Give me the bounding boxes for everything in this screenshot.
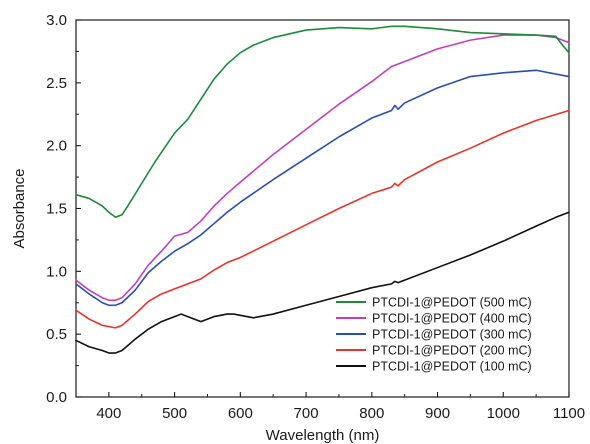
x-tick-label: 1100 — [553, 405, 585, 422]
axes-layer: 400 500 600 700 800 900 1000 1100 0.0 0.5 1.0 1.5 2.… — [46, 12, 585, 422]
x-axis-title: Wavelength (nm) — [266, 427, 380, 444]
series-layer — [75, 25, 570, 354]
x-tick-label: 1000 — [487, 405, 520, 422]
y-tick-label: 2.0 — [46, 138, 67, 155]
y-tick-label: 1.5 — [46, 201, 67, 218]
y-tick-label: 0.0 — [46, 389, 67, 406]
legend-label: PTCDI-1@PEDOT (100 mC) — [372, 360, 532, 374]
legend: PTCDI-1@PEDOT (500 mC) PTCDI-1@PEDOT (400… — [336, 296, 532, 374]
series-line — [75, 211, 570, 354]
y-axis-title: Absorbance — [11, 168, 28, 248]
series-line — [75, 109, 570, 329]
series-line — [75, 69, 570, 307]
legend-label: PTCDI-1@PEDOT (200 mC) — [372, 344, 532, 358]
legend-label: PTCDI-1@PEDOT (300 mC) — [372, 328, 532, 342]
y-tick-label: 3.0 — [46, 12, 67, 29]
x-tick-label: 500 — [162, 405, 187, 422]
x-tick-label: 900 — [425, 405, 450, 422]
x-tick-label: 800 — [359, 405, 384, 422]
x-tick-label: 700 — [294, 405, 319, 422]
series-line — [75, 25, 570, 219]
legend-label: PTCDI-1@PEDOT (400 mC) — [372, 312, 532, 326]
y-tick-label: 1.0 — [46, 263, 67, 280]
series-line — [75, 34, 570, 302]
y-tick-label: 2.5 — [46, 75, 67, 92]
x-tick-label: 600 — [228, 405, 253, 422]
x-tick-label: 400 — [96, 405, 121, 422]
legend-label: PTCDI-1@PEDOT (500 mC) — [372, 296, 532, 310]
y-tick-label: 0.5 — [46, 326, 67, 343]
